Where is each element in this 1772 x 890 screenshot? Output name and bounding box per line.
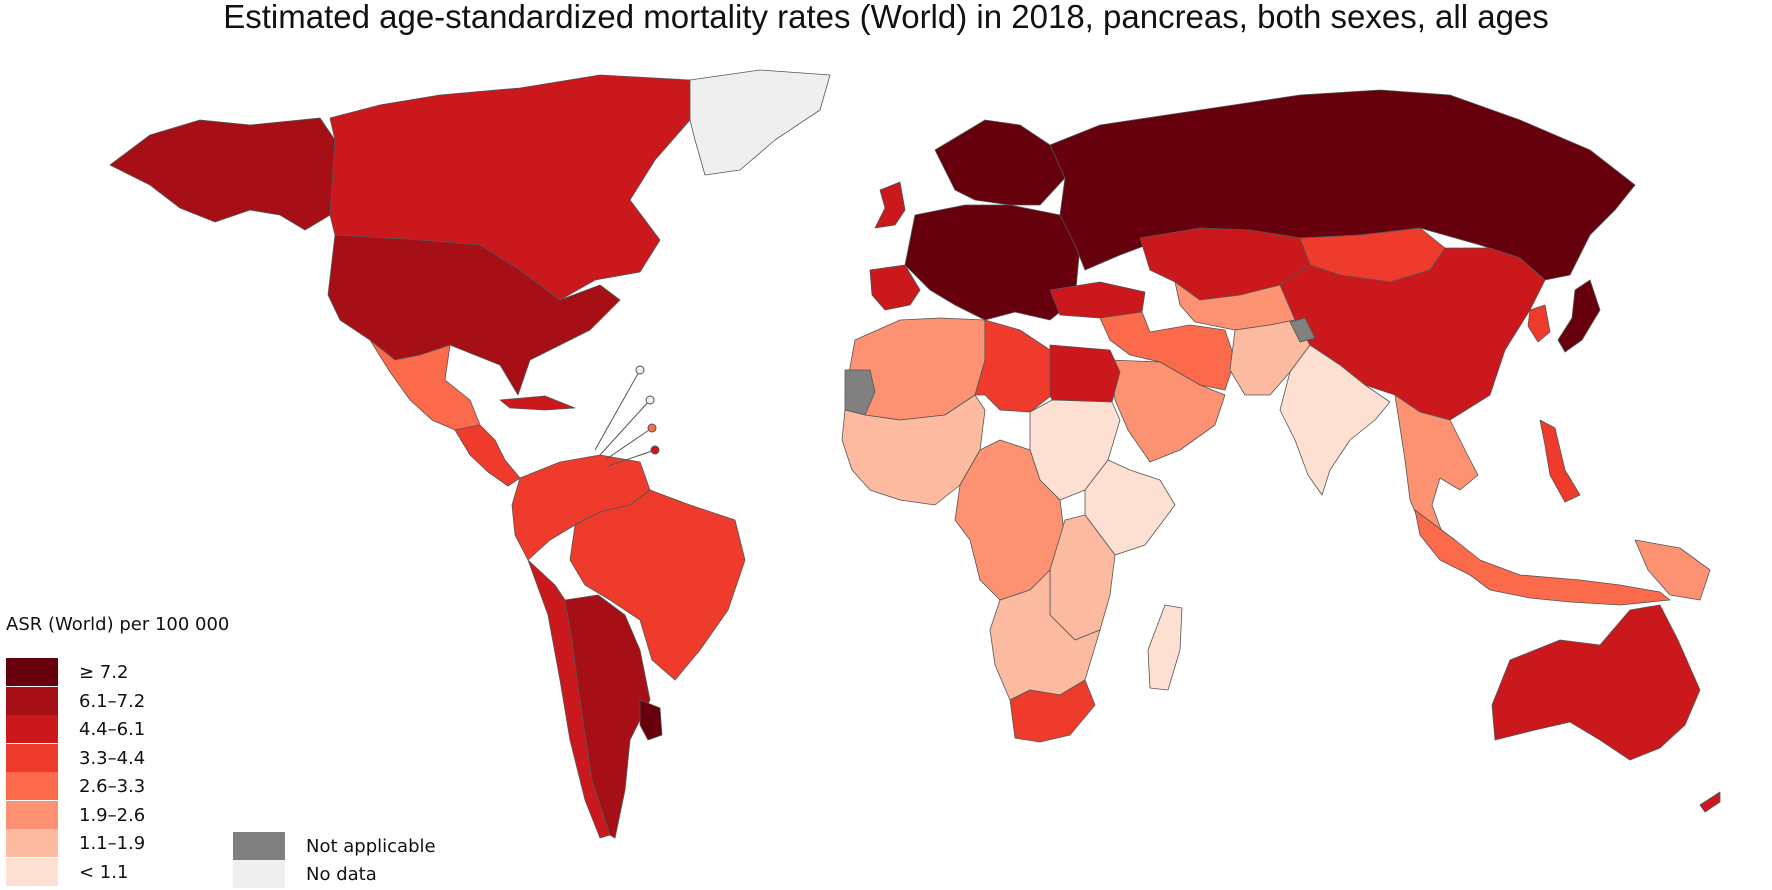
region-indonesia [1414, 509, 1671, 606]
legend-swatch [6, 800, 58, 829]
legend-label: Not applicable [306, 836, 436, 857]
legend-swatch [6, 715, 58, 743]
legend-swatch [233, 832, 285, 860]
region-turkey [1049, 281, 1146, 319]
legend-label: 6.1–7.2 [79, 690, 146, 712]
region-new-zealand [1699, 791, 1721, 813]
legend-swatch [6, 743, 58, 772]
region-arabian-peninsula [1109, 359, 1226, 463]
legend-label: 4.4–6.1 [79, 719, 146, 740]
region-kashmir [1289, 317, 1316, 343]
region-korea [1527, 304, 1551, 343]
legend-label: 1.1–1.9 [79, 833, 146, 854]
legend-label: 1.9–2.6 [79, 804, 146, 826]
region-egypt [1049, 344, 1121, 403]
legend-label: < 1.1 [79, 861, 129, 883]
region-libya [974, 319, 1053, 413]
region-madagascar [1147, 604, 1183, 691]
region-alaska [109, 117, 336, 231]
legend-title: ASR (World) per 100 000 [6, 614, 230, 635]
legend-swatch [6, 857, 58, 886]
region-mexico [369, 339, 481, 431]
region-japan [1557, 279, 1601, 353]
region-papua-new-guinea [1634, 539, 1711, 601]
legend-swatch [233, 860, 285, 888]
region-south-africa [1009, 679, 1096, 743]
legend-label: ≥ 7.2 [79, 662, 129, 683]
region-philippines [1539, 419, 1581, 503]
map-title: Estimated age-standardized mortality rat… [223, 0, 1549, 35]
region-scandinavia [934, 119, 1066, 206]
region-cuba [499, 395, 576, 411]
world-map [0, 50, 1772, 890]
region-central-america [454, 424, 521, 487]
region-western-sahara [844, 369, 876, 416]
legend-label: 2.6–3.3 [79, 776, 146, 797]
legend-swatch [6, 829, 58, 857]
legend-swatch [6, 772, 58, 800]
legend-label: No data [306, 864, 377, 885]
region-uruguay [639, 699, 663, 741]
region-india [1279, 344, 1391, 496]
region-western-europe [904, 204, 1081, 321]
legend-swatch [6, 658, 58, 686]
region-argentina [564, 594, 651, 839]
legend-label: 3.3–4.4 [79, 747, 146, 769]
region-middle-east [1099, 311, 1236, 391]
region-horn-of-africa [1084, 459, 1176, 556]
region-australia [1491, 604, 1701, 761]
region-united-kingdom [874, 181, 906, 229]
region-greenland [689, 69, 831, 176]
caribbean-callouts [594, 365, 660, 467]
legend-swatch [6, 686, 58, 715]
region-brazil [569, 489, 746, 681]
region-southeast-asia [1394, 394, 1479, 541]
region-iberia [869, 264, 921, 311]
